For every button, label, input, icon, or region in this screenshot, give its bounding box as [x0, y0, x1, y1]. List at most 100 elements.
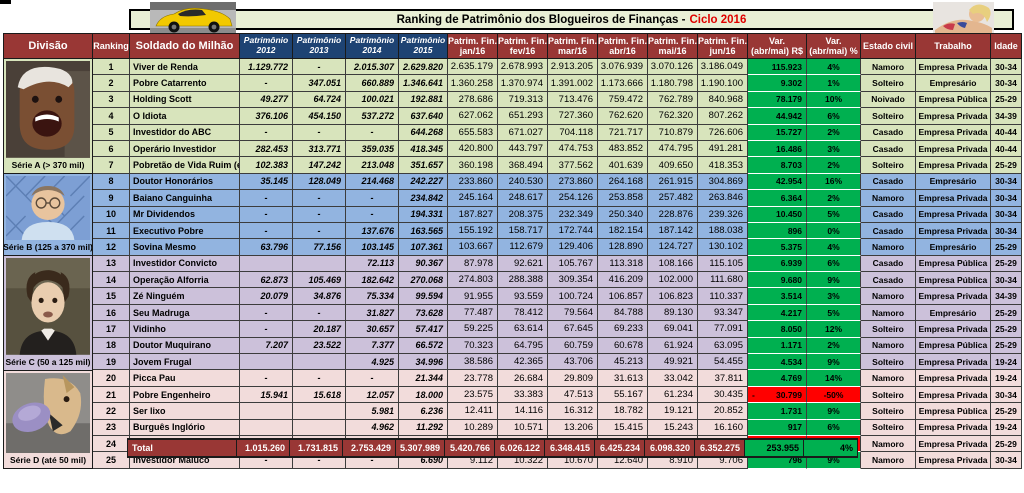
total-patrimonio-2012[interactable]: 1.015.260: [237, 438, 290, 458]
cell-estado-civil[interactable]: Solteiro: [861, 157, 916, 174]
cell-idade[interactable]: 25-29: [991, 255, 1022, 273]
cell-jun-16[interactable]: 239.326: [698, 206, 748, 223]
cell-jan-16[interactable]: 23.575: [448, 386, 498, 404]
cell-abr-16[interactable]: 31.613: [598, 370, 648, 387]
cell-mai-16[interactable]: 15.243: [648, 419, 698, 436]
cell-trabalho[interactable]: Empresa Privada: [916, 288, 991, 305]
cell-fev-16[interactable]: 2.678.993: [498, 59, 548, 76]
cell-jan-16[interactable]: 87.978: [448, 255, 498, 273]
cell-mai-16[interactable]: 261.915: [648, 173, 698, 191]
cell-name[interactable]: Holding Scott: [130, 91, 240, 109]
cell-jan-16[interactable]: 10.289: [448, 419, 498, 436]
cell-patrimonio-2012[interactable]: -: [240, 304, 293, 322]
cell-var-pct[interactable]: -50%: [807, 386, 861, 404]
cell-var-rs[interactable]: 10.450: [748, 206, 807, 223]
cell-mar-16[interactable]: 67.645: [548, 321, 598, 338]
cell-idade[interactable]: 30-34: [991, 75, 1022, 92]
cell-trabalho[interactable]: Empresa Privada: [916, 140, 991, 158]
cell-patrimonio-2014[interactable]: -: [346, 370, 399, 387]
cell-trabalho[interactable]: Empresa Pública: [916, 255, 991, 273]
cell-ranking[interactable]: 12: [93, 239, 130, 256]
cell-fev-16[interactable]: 288.388: [498, 272, 548, 289]
cell-var-rs[interactable]: 917: [748, 419, 807, 436]
cell-var-rs[interactable]: 16.486: [748, 140, 807, 158]
cell-patrimonio-2012[interactable]: 1.129.772: [240, 59, 293, 76]
cell-fev-16[interactable]: 651.293: [498, 108, 548, 125]
cell-estado-civil[interactable]: Casado: [861, 124, 916, 141]
cell-jan-16[interactable]: 360.198: [448, 157, 498, 174]
cell-abr-16[interactable]: 15.415: [598, 419, 648, 436]
cell-patrimonio-2014[interactable]: -: [346, 206, 399, 223]
total-label[interactable]: Total: [127, 438, 237, 458]
cell-patrimonio-2014[interactable]: 4.962: [346, 419, 399, 436]
cell-patrimonio-2013[interactable]: 15.618: [293, 386, 346, 404]
total-jun-16[interactable]: 6.352.275: [695, 438, 745, 458]
cell-idade[interactable]: 30-34: [991, 452, 1022, 469]
cell-idade[interactable]: 30-34: [991, 173, 1022, 191]
cell-name[interactable]: Zé Ninguém: [130, 288, 240, 305]
cell-trabalho[interactable]: Empresário: [916, 173, 991, 191]
cell-var-rs[interactable]: 115.923: [748, 59, 807, 76]
total-patrimonio-2013[interactable]: 1.731.815: [290, 438, 343, 458]
cell-patrimonio-2014[interactable]: 100.021: [346, 91, 399, 109]
cell-abr-16[interactable]: 106.857: [598, 288, 648, 305]
cell-trabalho[interactable]: Empresa Privada: [916, 370, 991, 387]
cell-name[interactable]: Pobre Catarrento: [130, 75, 240, 92]
cell-patrimonio-2013[interactable]: [293, 255, 346, 273]
header-patrim-fin-mar-16[interactable]: Patrim. Fin. mar/16: [548, 33, 598, 59]
cell-abr-16[interactable]: 1.173.666: [598, 75, 648, 92]
total-var-pct[interactable]: 4%: [804, 438, 858, 458]
cell-patrimonio-2012[interactable]: -: [240, 206, 293, 223]
cell-jun-16[interactable]: 840.968: [698, 91, 748, 109]
cell-patrimonio-2014[interactable]: 2.015.307: [346, 59, 399, 76]
cell-jun-16[interactable]: 93.347: [698, 304, 748, 322]
cell-fev-16[interactable]: 14.116: [498, 403, 548, 420]
cell-var-rs[interactable]: 3.514: [748, 288, 807, 305]
cell-patrimonio-2015[interactable]: 351.657: [399, 157, 448, 174]
cell-idade[interactable]: 25-29: [991, 337, 1022, 355]
cell-idade[interactable]: 40-44: [991, 124, 1022, 141]
cell-idade[interactable]: 19-24: [991, 370, 1022, 387]
cell-patrimonio-2012[interactable]: [240, 403, 293, 420]
cell-var-pct[interactable]: 9%: [807, 354, 861, 371]
cell-mai-16[interactable]: 762.320: [648, 108, 698, 125]
cell-estado-civil[interactable]: Noivado: [861, 91, 916, 109]
cell-name[interactable]: Doutor Honorários: [130, 173, 240, 191]
cell-patrimonio-2015[interactable]: 6.236: [399, 403, 448, 420]
cell-var-rs[interactable]: 1.731: [748, 403, 807, 420]
cell-var-pct[interactable]: 2%: [807, 337, 861, 355]
cell-var-rs[interactable]: 44.942: [748, 108, 807, 125]
cell-patrimonio-2012[interactable]: -: [240, 124, 293, 141]
cell-patrimonio-2013[interactable]: [293, 354, 346, 371]
cell-trabalho[interactable]: Empresa Privada: [916, 321, 991, 338]
cell-idade[interactable]: 40-44: [991, 140, 1022, 158]
cell-patrimonio-2014[interactable]: 12.057: [346, 386, 399, 404]
cell-mar-16[interactable]: 713.476: [548, 91, 598, 109]
cell-mar-16[interactable]: 129.406: [548, 239, 598, 256]
cell-mai-16[interactable]: 228.876: [648, 206, 698, 223]
cell-jan-16[interactable]: 23.778: [448, 370, 498, 387]
cell-patrimonio-2013[interactable]: 128.049: [293, 173, 346, 191]
cell-var-rs[interactable]: 1.171: [748, 337, 807, 355]
cell-jun-16[interactable]: 20.852: [698, 403, 748, 420]
cell-fev-16[interactable]: 443.797: [498, 140, 548, 158]
cell-fev-16[interactable]: 64.795: [498, 337, 548, 355]
cell-patrimonio-2013[interactable]: 105.469: [293, 272, 346, 289]
cell-ranking[interactable]: 11: [93, 222, 130, 240]
cell-var-pct[interactable]: 6%: [807, 419, 861, 436]
header-trabalho[interactable]: Trabalho: [916, 33, 991, 59]
cell-jun-16[interactable]: 263.846: [698, 190, 748, 207]
cell-var-rs[interactable]: 8.050: [748, 321, 807, 338]
cell-idade[interactable]: 25-29: [991, 304, 1022, 322]
cell-idade[interactable]: 30-34: [991, 59, 1022, 76]
total-patrimonio-2014[interactable]: 2.753.429: [343, 438, 396, 458]
cell-patrimonio-2012[interactable]: [240, 255, 293, 273]
cell-var-pct[interactable]: 2%: [807, 190, 861, 207]
cell-estado-civil[interactable]: Namoro: [861, 337, 916, 355]
cell-var-pct[interactable]: 3%: [807, 140, 861, 158]
cell-mar-16[interactable]: 474.753: [548, 140, 598, 158]
cell-abr-16[interactable]: 250.340: [598, 206, 648, 223]
cell-trabalho[interactable]: Empresa Privada: [916, 435, 991, 453]
cell-jun-16[interactable]: 726.606: [698, 124, 748, 141]
cell-trabalho[interactable]: Empresa Privada: [916, 222, 991, 240]
